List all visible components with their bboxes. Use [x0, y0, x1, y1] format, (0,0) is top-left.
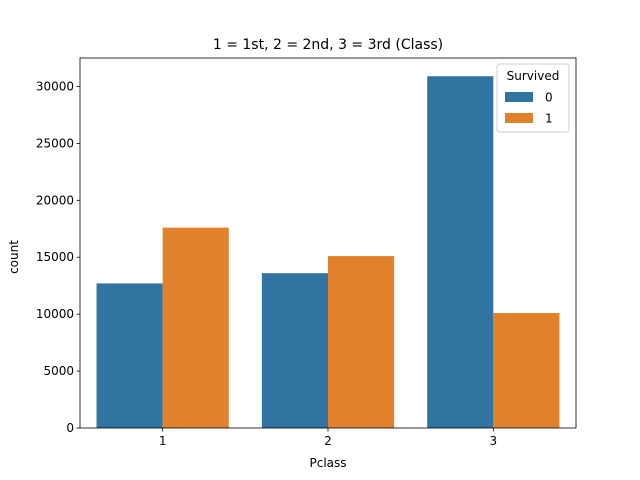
- bars-layer: [96, 76, 560, 428]
- y-tick-label: 20000: [36, 193, 74, 207]
- chart-title: 1 = 1st, 2 = 2nd, 3 = 3rd (Class): [213, 37, 443, 53]
- y-tick-label: 0: [66, 421, 74, 435]
- bar-survived-0-pclass-1: [96, 283, 163, 428]
- legend-swatch-1: [505, 113, 533, 123]
- y-tick-label: 10000: [36, 307, 74, 321]
- bar-survived-1-pclass-1: [162, 227, 229, 428]
- y-axis-label: count: [7, 240, 21, 274]
- x-tick-label: 2: [324, 434, 332, 448]
- bar-survived-0-pclass-3: [427, 76, 494, 428]
- y-tick-label: 5000: [43, 364, 74, 378]
- legend-title: Survived: [507, 69, 560, 83]
- legend-label-0: 0: [545, 91, 553, 105]
- y-tick-label: 15000: [36, 250, 74, 264]
- x-axis-label: Pclass: [309, 456, 346, 470]
- bar-survived-1-pclass-3: [493, 313, 560, 428]
- bar-survived-0-pclass-2: [261, 273, 328, 428]
- bar-survived-1-pclass-2: [328, 256, 395, 428]
- x-tick-label: 3: [490, 434, 498, 448]
- y-tick-label: 30000: [36, 79, 74, 93]
- legend-label-1: 1: [545, 112, 553, 126]
- legend: Survived 0 1: [496, 63, 570, 133]
- x-tick-label: 1: [159, 434, 167, 448]
- legend-swatch-0: [505, 92, 533, 102]
- axes-layer: 0 5000 10000 15000 20000 25000 30000 1 2 3: [36, 57, 577, 448]
- y-tick-label: 25000: [36, 136, 74, 150]
